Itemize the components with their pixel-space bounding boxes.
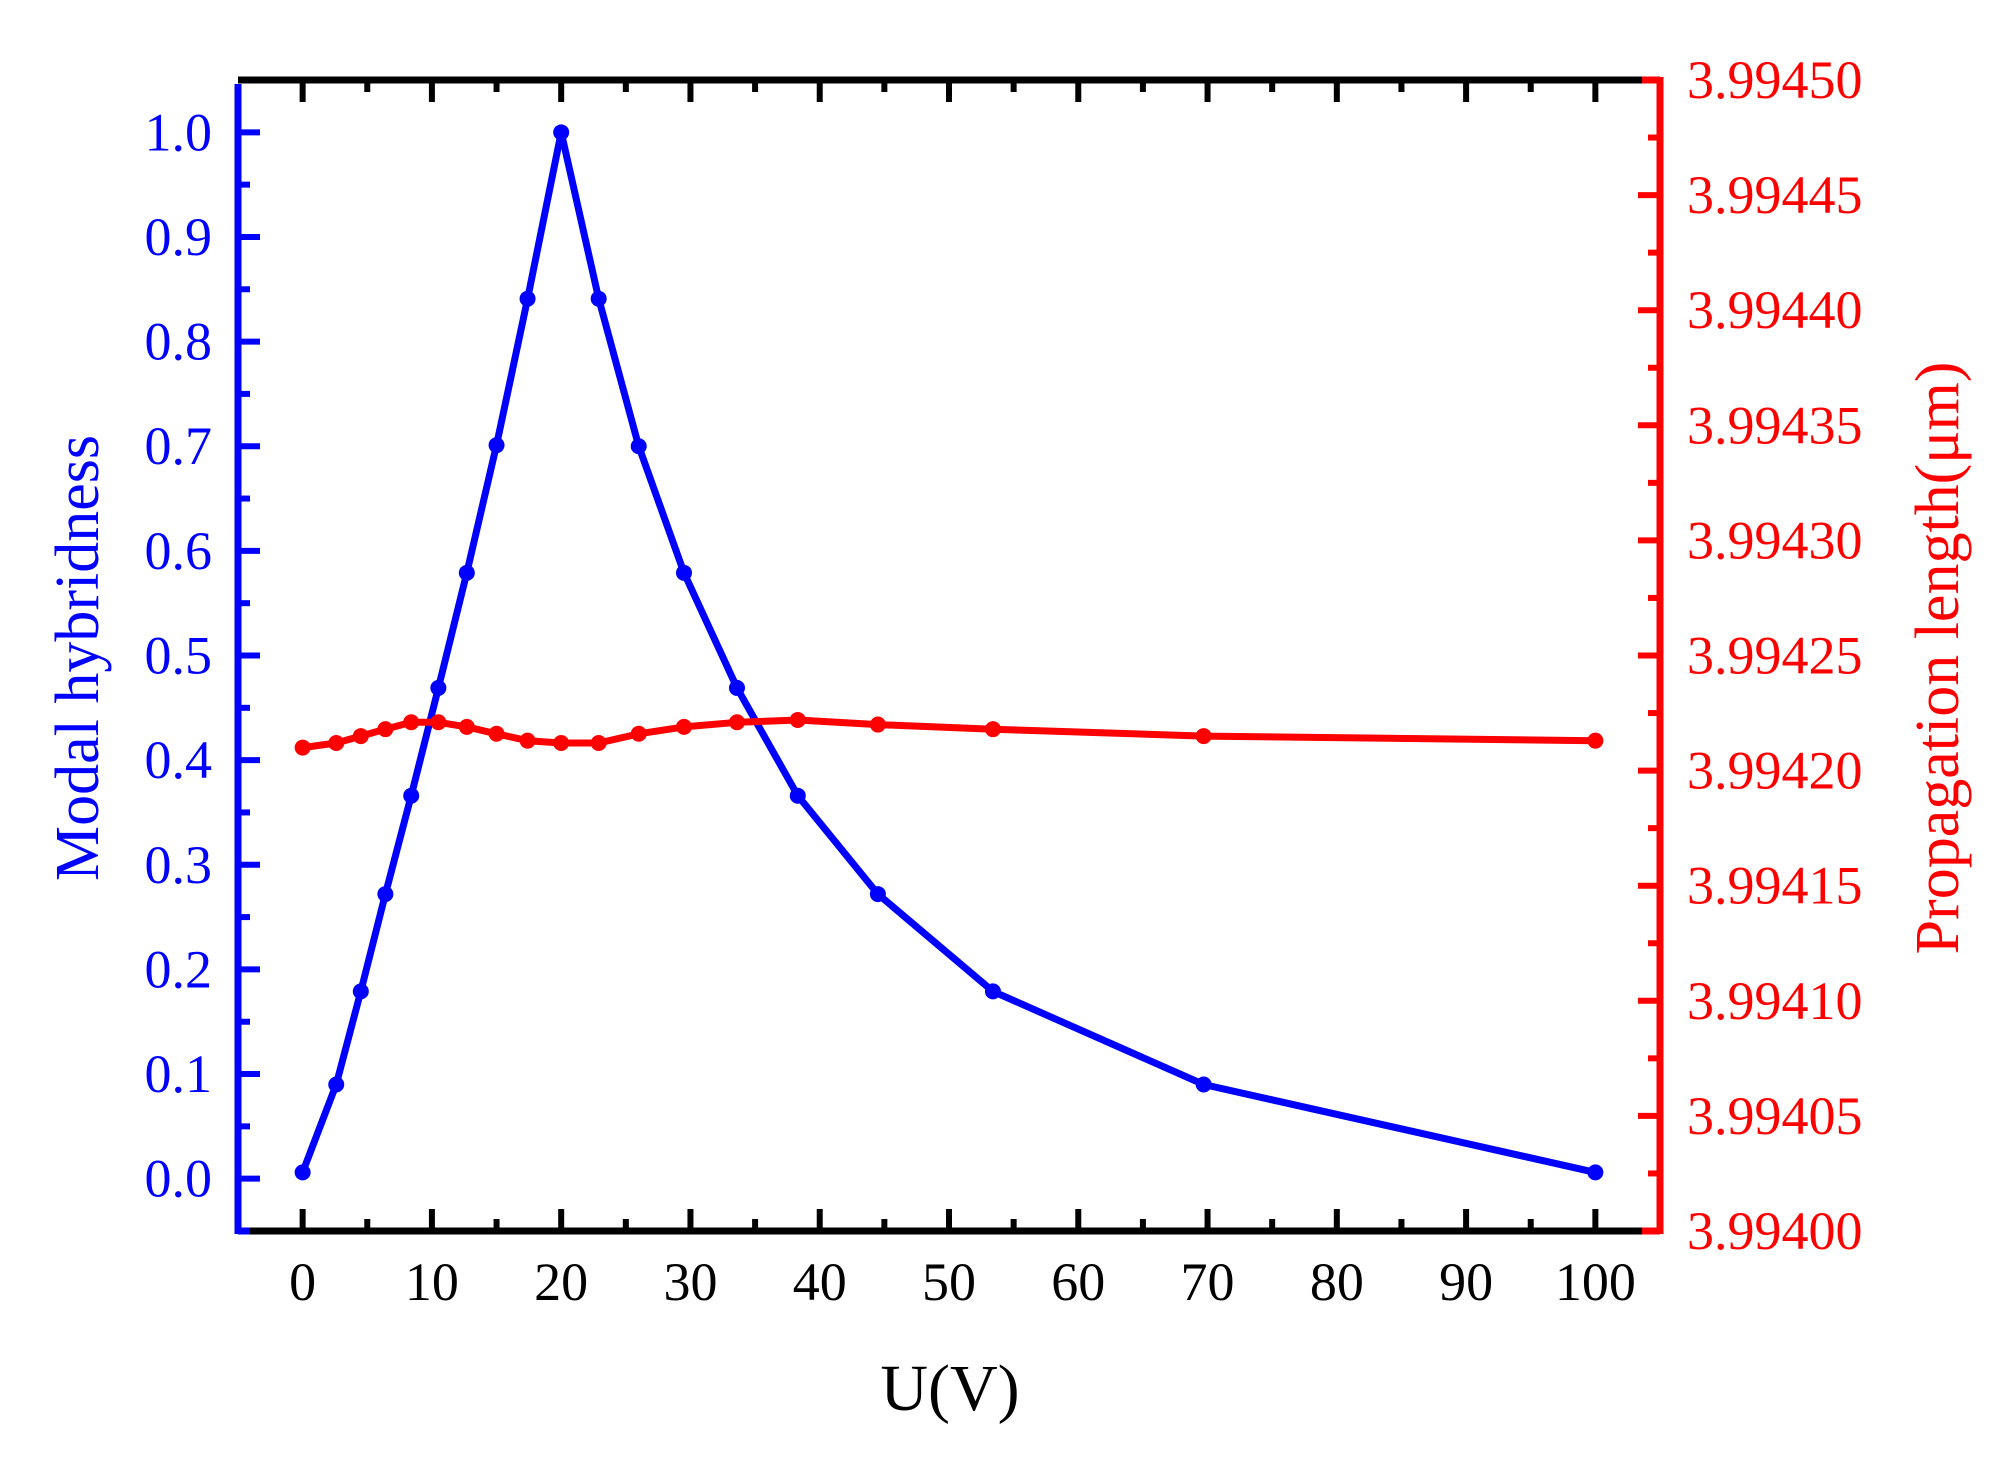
y2-tick-label: 3.99405 (1687, 1086, 1863, 1146)
data-point-marker (377, 721, 394, 738)
data-point-marker (630, 725, 647, 742)
axis-spines (234, 76, 1664, 1235)
y-tick-label: 0.7 (145, 416, 213, 476)
y2-tick-label: 3.99415 (1687, 856, 1863, 916)
data-point-marker (789, 787, 806, 804)
data-point-marker (430, 714, 447, 731)
right-y-axis-title: Propagation length(μm) (1904, 362, 1972, 955)
data-point-marker (377, 886, 394, 903)
data-point-marker (869, 886, 886, 903)
data-point-marker (869, 716, 886, 733)
data-point-marker (352, 983, 369, 1000)
y2-tick-label: 3.99425 (1687, 626, 1863, 686)
y2-tick-label: 3.99410 (1687, 971, 1863, 1031)
data-point-marker (1587, 732, 1604, 749)
data-point-marker (430, 679, 447, 696)
data-point-marker (675, 564, 692, 581)
x-tick-label: 70 (1181, 1252, 1235, 1312)
y-tick-label: 0.1 (145, 1044, 213, 1104)
x-tick-label: 50 (922, 1252, 976, 1312)
x-axis-title: U(V) (880, 1352, 1019, 1425)
x-tick-label: 90 (1439, 1252, 1493, 1312)
x-tick-label: 40 (793, 1252, 847, 1312)
data-point-marker (488, 725, 505, 742)
data-point-marker (789, 711, 806, 728)
y-tick-label: 0.4 (145, 730, 213, 790)
data-point-marker (984, 721, 1001, 738)
y-tick-label: 0.2 (145, 939, 213, 999)
axis-ticks (238, 80, 1660, 1231)
x-tick-label: 80 (1310, 1252, 1364, 1312)
y-tick-label: 0.3 (145, 835, 213, 895)
x-tick-label: 60 (1051, 1252, 1105, 1312)
data-series (294, 124, 1604, 1181)
data-point-marker (728, 714, 745, 731)
left-y-axis-title: Modal hybridness (44, 435, 112, 881)
x-tick-label: 30 (663, 1252, 717, 1312)
data-point-marker (519, 732, 536, 749)
data-point-marker (294, 739, 311, 756)
data-point-marker (403, 714, 420, 731)
data-point-marker (1195, 1076, 1212, 1093)
tick-labels: 0 10 20 30 40 50 60 70 80 90 100 0.0 0.1 0.2 0.3 0.4 0.5… (145, 50, 1863, 1312)
data-point-marker (728, 679, 745, 696)
series-line (299, 128, 1597, 1176)
y-tick-label: 0.8 (145, 312, 213, 372)
data-point-marker (458, 718, 475, 735)
data-point-marker (488, 437, 505, 454)
data-point-marker (590, 734, 607, 751)
data-point-marker (553, 734, 570, 751)
x-tick-label: 20 (534, 1252, 588, 1312)
y2-tick-label: 3.99400 (1687, 1201, 1863, 1261)
y-tick-label: 0.5 (145, 626, 213, 686)
x-tick-label: 0 (289, 1252, 316, 1312)
data-point-marker (458, 564, 475, 581)
data-point-marker (328, 1076, 345, 1093)
y2-tick-label: 3.99445 (1687, 165, 1863, 225)
data-point-marker (675, 718, 692, 735)
data-point-marker (630, 438, 647, 455)
data-point-marker (328, 734, 345, 751)
propagation-length-series (294, 711, 1604, 756)
y-tick-label: 0.6 (145, 521, 213, 581)
y2-tick-label: 3.99420 (1687, 741, 1863, 801)
data-point-marker (1587, 1164, 1604, 1181)
y-tick-label: 1.0 (145, 102, 213, 162)
data-point-marker (1195, 728, 1212, 745)
y2-tick-label: 3.99430 (1687, 510, 1863, 570)
y2-tick-label: 3.99440 (1687, 280, 1863, 340)
y2-tick-label: 3.99450 (1687, 50, 1863, 110)
data-point-marker (553, 124, 570, 141)
x-tick-label: 100 (1555, 1252, 1636, 1312)
y2-tick-label: 3.99435 (1687, 395, 1863, 455)
y-tick-label: 0.9 (145, 207, 213, 267)
data-point-marker (590, 290, 607, 307)
data-point-marker (294, 1164, 311, 1181)
data-point-marker (984, 983, 1001, 1000)
data-point-marker (519, 290, 536, 307)
data-point-marker (403, 787, 420, 804)
y-tick-label: 0.0 (145, 1149, 213, 1209)
data-point-marker (352, 728, 369, 745)
x-tick-label: 10 (405, 1252, 459, 1312)
modal-hybridness-series (294, 124, 1604, 1181)
